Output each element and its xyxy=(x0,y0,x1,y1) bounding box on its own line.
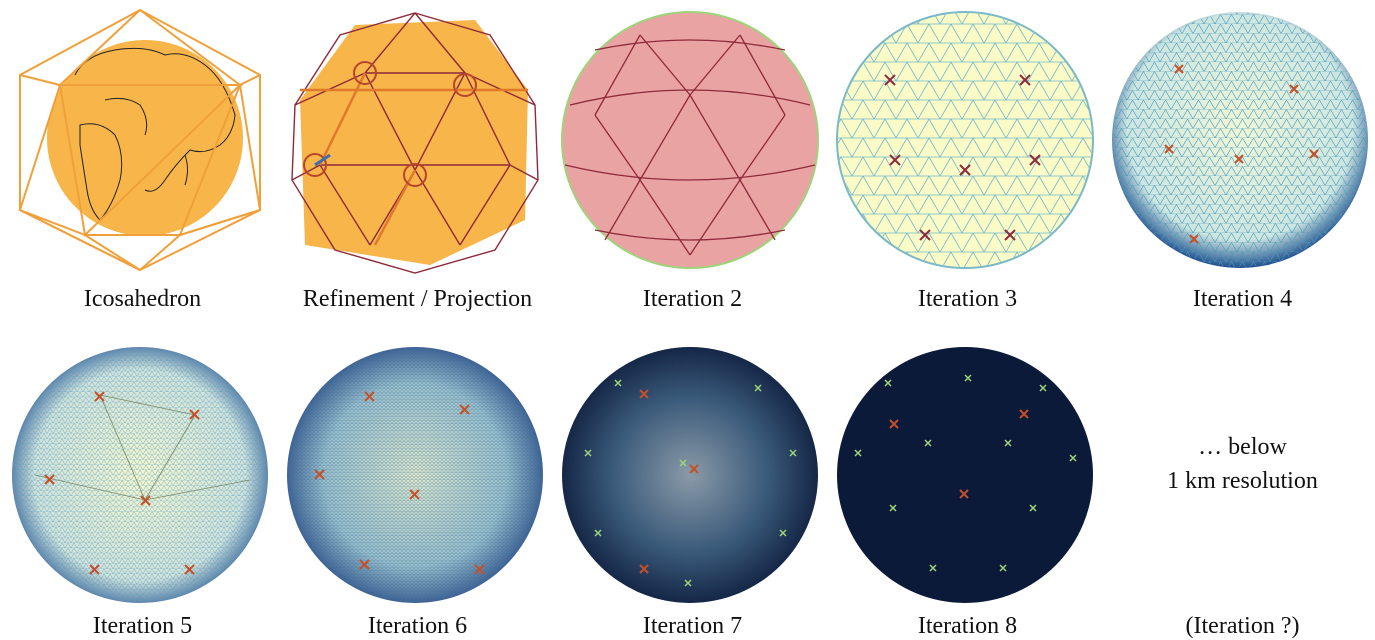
iteration-7-vertices xyxy=(584,379,797,587)
panel-iteration-5 xyxy=(5,340,275,610)
panel-iteration-2 xyxy=(555,5,825,275)
vertex-markers xyxy=(303,61,477,187)
earth-sphere xyxy=(47,40,243,236)
iteration-6-sphere xyxy=(287,347,543,603)
caption-iteration-3: Iteration 3 xyxy=(917,286,1018,312)
iteration-7-sphere xyxy=(562,347,818,603)
iteration-4-vertices xyxy=(1164,64,1319,244)
refined-solid xyxy=(300,20,528,265)
iteration-2-sphere xyxy=(561,11,819,269)
caption-icosahedron: Icosahedron xyxy=(83,286,202,312)
panel-iteration-7 xyxy=(555,340,825,610)
caption-iteration-8: Iteration 8 xyxy=(917,613,1018,639)
iteration-6-vertices xyxy=(314,391,485,575)
iteration-7-red-vertices xyxy=(639,389,699,574)
caption-refinement: Refinement / Projection xyxy=(302,286,533,312)
caption-iteration-4: Iteration 4 xyxy=(1192,286,1293,312)
panel-iteration-8 xyxy=(830,340,1100,610)
iteration-5-vertices xyxy=(44,391,200,575)
refinement-projection-figure xyxy=(291,12,539,274)
panel-iteration-3 xyxy=(830,5,1100,275)
continent-outlines xyxy=(74,47,236,221)
resolution-note-line-1: … below xyxy=(1198,434,1287,460)
iteration-5-coarse-lines xyxy=(34,394,251,501)
iteration-3-sphere xyxy=(836,11,1094,269)
iteration-8-sphere xyxy=(837,347,1093,603)
panel-iteration-4 xyxy=(1105,5,1375,275)
iteration-5-sphere xyxy=(12,347,268,603)
resolution-note-line-2: 1 km resolution xyxy=(1167,468,1318,494)
iteration-8-vertices xyxy=(854,374,1077,572)
caption-iteration-unknown: (Iteration ?) xyxy=(1185,613,1300,639)
resolution-note: … below 1 km resolution xyxy=(1105,430,1375,498)
panel-refinement xyxy=(280,5,550,275)
iteration-3-vertices xyxy=(884,74,1041,241)
projection-arrow xyxy=(314,153,331,167)
caption-iteration-7: Iteration 7 xyxy=(642,613,743,639)
iteration-4-sphere xyxy=(1112,12,1368,268)
panel-iteration-6 xyxy=(280,340,550,610)
caption-iteration-2: Iteration 2 xyxy=(642,286,743,312)
iteration-2-mesh xyxy=(564,34,816,256)
iteration-8-red-vertices xyxy=(889,409,1029,499)
caption-iteration-6: Iteration 6 xyxy=(367,613,468,639)
icosahedron-earth-figure xyxy=(18,8,262,272)
icosahedron-wireframe xyxy=(18,8,262,272)
panel-icosahedron xyxy=(5,5,275,275)
caption-iteration-5: Iteration 5 xyxy=(92,613,193,639)
